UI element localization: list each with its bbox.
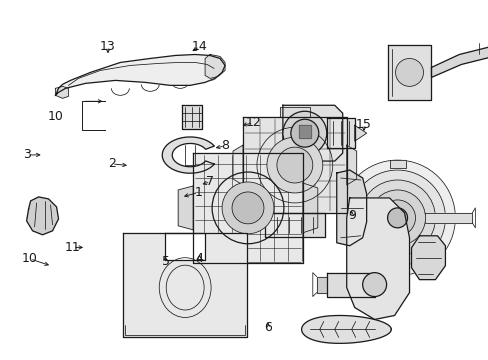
Circle shape: [379, 200, 415, 236]
Circle shape: [266, 137, 322, 193]
Polygon shape: [430, 41, 488, 77]
Text: 14: 14: [191, 40, 207, 53]
Polygon shape: [302, 183, 317, 233]
Polygon shape: [346, 198, 408, 319]
Polygon shape: [411, 236, 445, 280]
Polygon shape: [283, 105, 342, 161]
Polygon shape: [354, 125, 366, 141]
Polygon shape: [193, 153, 302, 263]
Polygon shape: [279, 107, 309, 117]
Text: 13: 13: [100, 40, 116, 53]
Polygon shape: [204, 54, 224, 78]
Circle shape: [387, 208, 407, 228]
Polygon shape: [316, 276, 326, 293]
Circle shape: [369, 190, 425, 246]
Text: 8: 8: [221, 139, 228, 152]
Polygon shape: [243, 117, 346, 213]
Polygon shape: [389, 160, 405, 168]
Text: 10: 10: [22, 252, 38, 265]
Text: 1: 1: [194, 186, 202, 199]
Polygon shape: [178, 186, 193, 230]
Text: 12: 12: [245, 116, 261, 129]
Circle shape: [222, 182, 273, 234]
Circle shape: [395, 58, 423, 86]
Polygon shape: [298, 125, 310, 138]
Circle shape: [232, 192, 264, 224]
Polygon shape: [123, 233, 246, 337]
Text: 3: 3: [23, 148, 31, 161]
Polygon shape: [326, 118, 354, 148]
Polygon shape: [233, 145, 243, 185]
Polygon shape: [301, 315, 390, 343]
Polygon shape: [326, 273, 374, 297]
Polygon shape: [26, 197, 59, 235]
Text: 4: 4: [195, 252, 203, 265]
Text: 5: 5: [161, 255, 169, 268]
Polygon shape: [264, 213, 324, 237]
Polygon shape: [165, 233, 204, 260]
Polygon shape: [162, 137, 214, 173]
Polygon shape: [336, 170, 366, 246]
Polygon shape: [56, 54, 224, 95]
Text: 7: 7: [206, 175, 214, 188]
Polygon shape: [346, 145, 356, 185]
Text: 9: 9: [347, 209, 355, 222]
Polygon shape: [387, 45, 430, 100]
Circle shape: [283, 111, 326, 155]
Circle shape: [359, 180, 435, 256]
Circle shape: [339, 160, 454, 276]
Circle shape: [290, 119, 318, 147]
Polygon shape: [182, 105, 202, 129]
Circle shape: [276, 147, 312, 183]
Text: 6: 6: [264, 321, 271, 334]
Text: 10: 10: [47, 110, 63, 123]
Circle shape: [362, 273, 386, 297]
Text: 2: 2: [108, 157, 116, 170]
Text: 15: 15: [355, 118, 371, 131]
Circle shape: [349, 170, 445, 266]
Polygon shape: [425, 213, 471, 223]
Text: 11: 11: [65, 241, 81, 254]
Polygon shape: [56, 86, 68, 98]
